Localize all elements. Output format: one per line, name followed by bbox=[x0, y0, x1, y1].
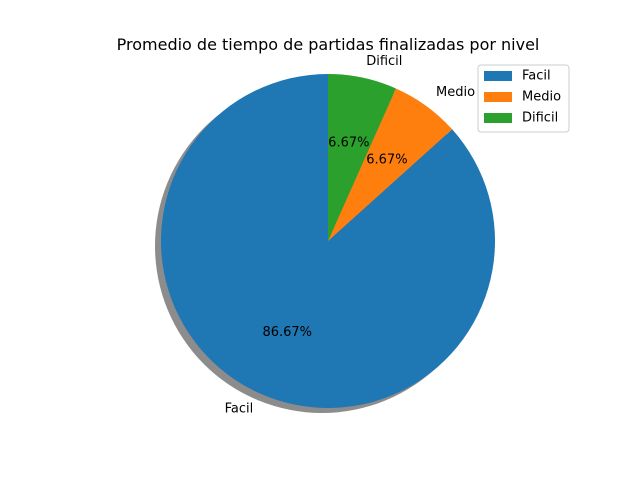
slice-percent-medio: 6.67% bbox=[366, 152, 407, 167]
pie-slices bbox=[161, 74, 495, 408]
pie-labels: Facil 86.67% Medio 6.67% Dificil 6.67% bbox=[225, 54, 475, 416]
legend-label-dificil: Dificil bbox=[522, 111, 558, 126]
pie-slice-dificil bbox=[328, 74, 396, 241]
slice-label-medio: Medio bbox=[436, 85, 475, 100]
slice-label-dificil: Dificil bbox=[366, 54, 402, 69]
slice-percent-dificil: 6.67% bbox=[328, 135, 369, 150]
legend-label-medio: Medio bbox=[522, 90, 561, 105]
slice-label-facil: Facil bbox=[225, 401, 254, 416]
chart-title: Promedio de tiempo de partidas finalizad… bbox=[117, 35, 540, 54]
legend-swatch-medio bbox=[484, 92, 512, 102]
pie-slice-medio bbox=[328, 88, 453, 242]
slice-percent-facil: 86.67% bbox=[262, 325, 312, 340]
legend: Facil Medio Dificil bbox=[477, 64, 570, 133]
legend-label-facil: Facil bbox=[522, 69, 551, 84]
legend-swatch-facil bbox=[484, 71, 512, 81]
legend-swatch-dificil bbox=[484, 113, 512, 123]
